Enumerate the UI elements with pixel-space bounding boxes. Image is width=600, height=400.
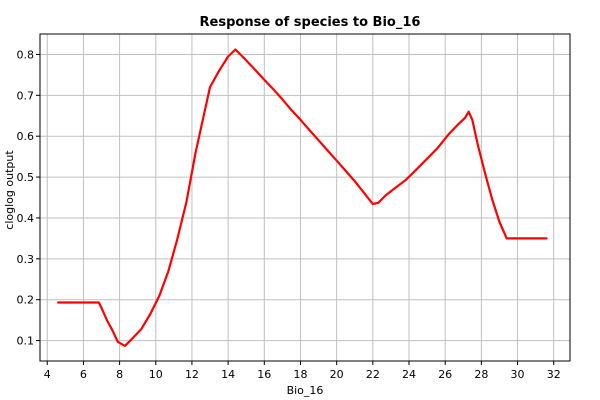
y-tick-label: 0.8 xyxy=(17,48,35,61)
x-tick-label: 18 xyxy=(293,368,307,381)
y-axis-ticks: 0.1 0.2 0.3 0.4 0.5 0.6 0.7 0.8 xyxy=(17,48,40,348)
series-layer xyxy=(57,48,548,347)
x-tick-label: 16 xyxy=(257,368,271,381)
x-axis-ticks: 4 6 8 10 12 14 16 18 20 22 24 26 28 30 32 xyxy=(44,361,561,381)
gridlines xyxy=(40,34,570,361)
x-tick-label: 32 xyxy=(547,368,561,381)
x-tick-label: 30 xyxy=(511,368,525,381)
x-tick-label: 10 xyxy=(149,368,163,381)
x-tick-label: 22 xyxy=(366,368,380,381)
series-line-0 xyxy=(57,48,548,347)
y-tick-label: 0.6 xyxy=(17,130,35,143)
x-tick-label: 20 xyxy=(330,368,344,381)
y-axis-label: cloglog output xyxy=(3,150,16,230)
y-tick-label: 0.2 xyxy=(17,294,35,307)
x-tick-label: 28 xyxy=(474,368,488,381)
x-tick-label: 24 xyxy=(402,368,416,381)
chart-title: Response of species to Bio_16 xyxy=(200,15,421,30)
x-tick-label: 6 xyxy=(80,368,87,381)
x-tick-label: 14 xyxy=(221,368,235,381)
x-tick-label: 12 xyxy=(185,368,199,381)
x-tick-label: 4 xyxy=(44,368,51,381)
y-tick-label: 0.1 xyxy=(17,335,35,348)
y-tick-label: 0.5 xyxy=(17,171,35,184)
y-tick-label: 0.7 xyxy=(17,89,35,102)
plot-frame xyxy=(39,33,571,362)
x-tick-label: 8 xyxy=(116,368,123,381)
y-tick-label: 0.4 xyxy=(17,212,35,225)
x-tick-label: 26 xyxy=(438,368,452,381)
y-tick-label: 0.3 xyxy=(17,253,35,266)
x-axis-label: Bio_16 xyxy=(287,384,324,397)
